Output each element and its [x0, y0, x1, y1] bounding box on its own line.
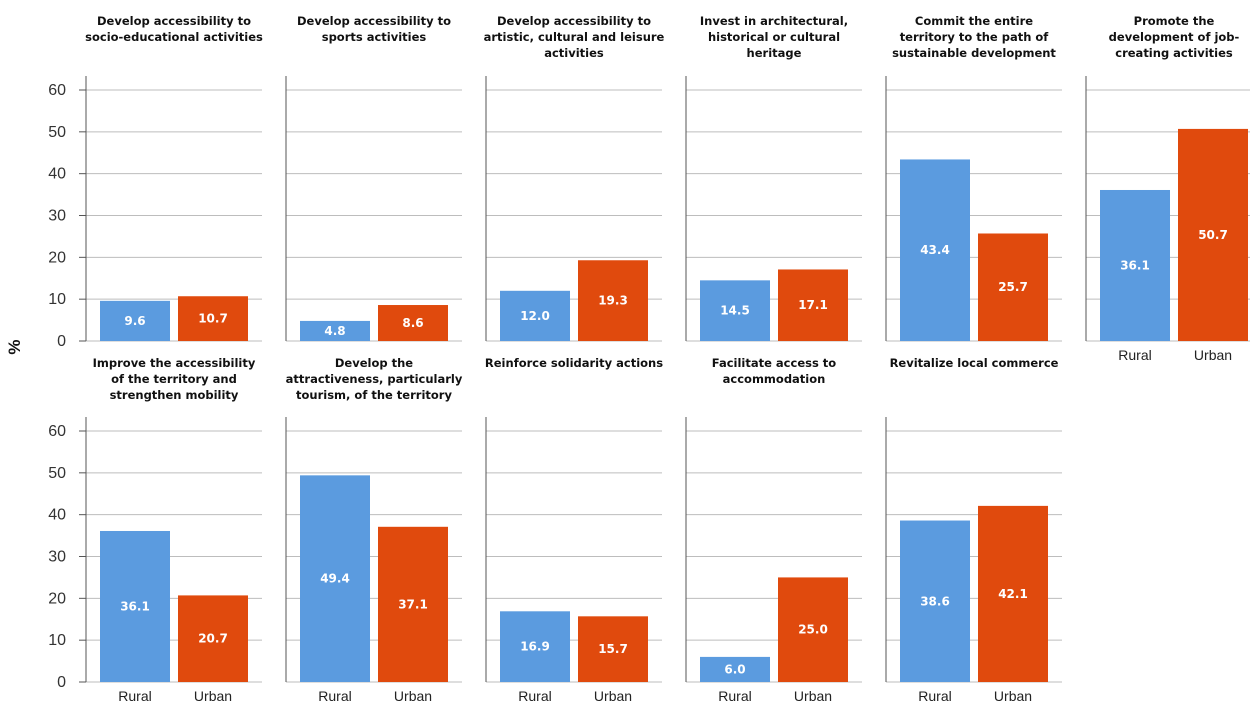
bar-rural: [700, 656, 770, 682]
y-tick-label: 40: [48, 166, 66, 183]
data-label: 37.1: [398, 597, 428, 611]
panel-title: sports activities: [322, 30, 427, 44]
data-label: 36.1: [120, 599, 150, 613]
data-label: 43.4: [920, 243, 950, 257]
y-tick-label: 50: [48, 465, 66, 482]
bar-rural: [100, 530, 170, 682]
panel-title: accommodation: [723, 372, 826, 386]
data-label: 19.3: [598, 294, 628, 308]
bar-urban: [578, 616, 648, 682]
data-label: 50.7: [1198, 228, 1228, 242]
bar-urban: [978, 233, 1048, 341]
bar-rural: [900, 520, 970, 682]
data-label: 14.5: [720, 304, 750, 318]
bar-rural: [900, 159, 970, 341]
panel-title: territory to the path of: [900, 30, 1050, 44]
bar-rural: [700, 280, 770, 341]
data-label: 49.4: [320, 572, 350, 586]
x-category-label: Rural: [318, 688, 351, 702]
bar-urban: [578, 260, 648, 341]
y-tick-label: 20: [48, 590, 66, 607]
bar-rural: [500, 290, 570, 341]
panel-title: sustainable development: [892, 46, 1056, 60]
x-category-label: Urban: [394, 688, 432, 702]
data-label: 20.7: [198, 632, 228, 646]
bar-rural: [300, 475, 370, 682]
y-tick-label: 10: [48, 632, 66, 649]
panel-title: socio-educational activities: [85, 30, 263, 44]
data-label: 8.6: [402, 316, 423, 330]
y-tick-label: 60: [48, 82, 66, 99]
panel-title: Promote the: [1134, 14, 1215, 28]
data-label: 6.0: [724, 662, 745, 676]
data-label: 9.6: [124, 314, 145, 328]
x-category-label: Rural: [518, 688, 551, 702]
bar-urban: [778, 577, 848, 682]
panel-title: Commit the entire: [915, 14, 1033, 28]
panel-title: Revitalize local commerce: [890, 356, 1059, 370]
data-label: 15.7: [598, 642, 628, 656]
panel-title: Develop accessibility to: [497, 14, 651, 28]
x-category-label: Rural: [1118, 347, 1151, 363]
data-label: 38.6: [920, 594, 950, 608]
y-tick-label: 50: [48, 124, 66, 141]
data-label: 36.1: [1120, 258, 1150, 272]
bar-rural: [300, 320, 370, 341]
data-label: 16.9: [520, 640, 550, 654]
bar-urban: [178, 595, 248, 682]
y-tick-label: 40: [48, 507, 66, 524]
panel-title: Develop accessibility to: [297, 14, 451, 28]
panel-title: of the territory and: [111, 372, 237, 386]
bar-rural: [500, 611, 570, 682]
panel-title: activities: [544, 46, 604, 60]
panel-title: development of job-: [1109, 30, 1240, 44]
panel-title: Reinforce solidarity actions: [485, 356, 663, 370]
x-category-label: Urban: [194, 688, 232, 702]
y-tick-label: 0: [57, 674, 66, 691]
y-axis-label: %: [5, 339, 24, 354]
y-tick-label: 30: [48, 549, 66, 566]
data-label: 42.1: [998, 587, 1028, 601]
y-tick-label: 0: [57, 333, 66, 350]
bar-rural: [1100, 189, 1170, 341]
panel-title: Improve the accessibility: [93, 356, 256, 370]
panel-title: artistic, cultural and leisure: [484, 30, 665, 44]
y-tick-label: 10: [48, 291, 66, 308]
x-category-label: Rural: [918, 688, 951, 702]
y-tick-label: 30: [48, 208, 66, 225]
x-category-label: Urban: [794, 688, 832, 702]
y-tick-label: 20: [48, 249, 66, 266]
data-label: 12.0: [520, 309, 550, 323]
bar-urban: [978, 505, 1048, 682]
bar-urban: [178, 296, 248, 341]
panel-title: creating activities: [1115, 46, 1233, 60]
panel-title: Facilitate access to: [712, 356, 837, 370]
data-label: 25.7: [998, 280, 1028, 294]
panel-title: heritage: [747, 46, 802, 60]
x-category-label: Urban: [994, 688, 1032, 702]
bar-urban: [378, 526, 448, 682]
y-tick-label: 60: [48, 423, 66, 440]
bar-urban: [778, 269, 848, 341]
x-category-label: Rural: [118, 688, 151, 702]
panel-title: Invest in architectural,: [700, 14, 848, 28]
panel-title: Develop the: [335, 356, 413, 370]
panel-title: historical or cultural: [708, 30, 840, 44]
bar-urban: [378, 305, 448, 341]
bar-rural: [100, 300, 170, 341]
panel-title: tourism, of the territory: [296, 388, 452, 402]
panel-title: attractiveness, particularly: [286, 372, 463, 386]
data-label: 4.8: [324, 324, 345, 338]
x-category-label: Rural: [718, 688, 751, 702]
data-label: 10.7: [198, 312, 228, 326]
bar-urban: [1178, 128, 1248, 341]
panel-title: Develop accessibility to: [97, 14, 251, 28]
data-label: 17.1: [798, 298, 828, 312]
x-category-label: Urban: [594, 688, 632, 702]
panel-title: strengthen mobility: [110, 388, 239, 402]
x-category-label: Urban: [1194, 347, 1232, 363]
data-label: 25.0: [798, 623, 828, 637]
